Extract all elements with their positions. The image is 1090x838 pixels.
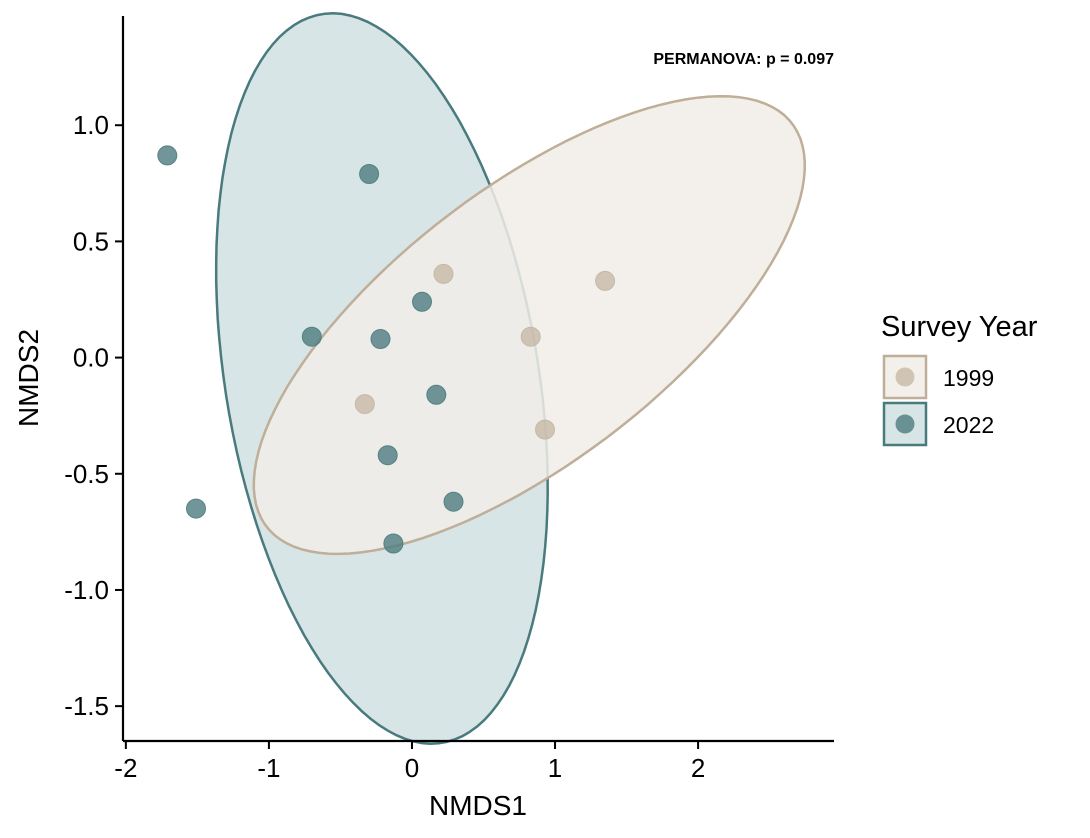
x-ticks: -2 -1 0 1 2 — [114, 741, 705, 783]
legend-point-2022 — [895, 414, 915, 434]
points-layer — [157, 145, 616, 554]
legend-title: Survey Year — [881, 311, 1038, 343]
legend-keys: 1999 2022 — [882, 354, 994, 447]
x-tick-label: 1 — [548, 753, 562, 783]
x-tick-label: 0 — [405, 753, 419, 783]
x-tick-label: -1 — [257, 753, 280, 783]
point-2022-7 — [377, 445, 398, 466]
legend-label-1999: 1999 — [943, 365, 994, 391]
x-tick-label: 2 — [691, 753, 705, 783]
y-tick-label: 0.5 — [73, 226, 109, 256]
y-tick-label: 1.0 — [73, 110, 109, 140]
x-axis-title: NMDS1 — [429, 790, 527, 821]
y-tick-label: -1.0 — [64, 575, 109, 605]
legend-point-1999 — [895, 367, 915, 387]
y-tick-label: -1.5 — [64, 691, 109, 721]
x-tick-label: -2 — [114, 753, 137, 783]
ellipse-layer — [214, 12, 806, 745]
point-1999-1 — [433, 263, 454, 284]
point-2022-8 — [443, 491, 464, 512]
point-2022-4 — [301, 326, 322, 347]
point-1999-4 — [354, 394, 375, 415]
point-2022-3 — [412, 291, 432, 312]
ellipse-1999 — [252, 94, 806, 556]
point-2022-10 — [383, 533, 404, 554]
legend-label-2022: 2022 — [943, 412, 994, 438]
point-1999-2 — [595, 270, 616, 291]
legend: Survey Year 1999 2022 — [881, 311, 1038, 447]
y-axis-title: NMDS2 — [13, 329, 44, 427]
point-2022-2 — [359, 164, 380, 184]
point-2022-6 — [426, 384, 447, 405]
point-2022-1 — [157, 145, 178, 166]
point-2022-5 — [370, 329, 391, 349]
point-1999-3 — [520, 326, 541, 347]
y-ticks: -1.5 -1.0 -0.5 0.0 0.5 1.0 — [64, 110, 123, 721]
point-2022-9 — [186, 498, 206, 519]
point-1999-5 — [535, 419, 555, 440]
y-tick-label: 0.0 — [73, 343, 109, 373]
y-tick-label: -0.5 — [64, 459, 109, 489]
permanova-annotation: PERMANOVA: p = 0.097 — [653, 51, 834, 68]
